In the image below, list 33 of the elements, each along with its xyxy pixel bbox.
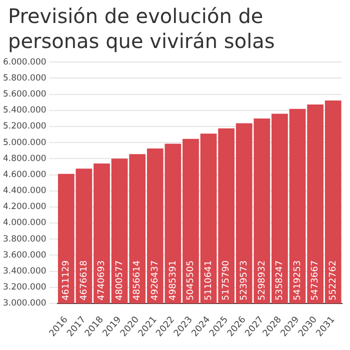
data-label: 5522762 bbox=[328, 260, 338, 301]
y-tick-label: 4.200.000 bbox=[2, 202, 46, 212]
data-label: 4611129 bbox=[62, 260, 72, 301]
y-tick-label: 6.000.000 bbox=[2, 57, 46, 68]
data-label: 4856614 bbox=[132, 260, 143, 301]
data-label: 5175790 bbox=[222, 260, 232, 301]
y-tick-label: 3.600.000 bbox=[2, 250, 46, 260]
data-label: 5419253 bbox=[292, 260, 303, 301]
y-tick-label: 3.800.000 bbox=[2, 234, 46, 244]
y-tick-label: 3.400.000 bbox=[2, 266, 46, 277]
data-label: 4740693 bbox=[97, 260, 108, 301]
y-tick-label: 5.600.000 bbox=[2, 89, 46, 100]
data-label: 5298932 bbox=[257, 260, 268, 301]
chart-title: Previsión de evolución de personas que vivirán solas bbox=[7, 3, 276, 54]
y-tick-label: 5.400.000 bbox=[2, 106, 46, 116]
y-tick-label: 5.000.000 bbox=[2, 138, 46, 148]
data-label: 4676618 bbox=[79, 260, 90, 301]
data-label: 5473667 bbox=[310, 260, 321, 301]
y-tick-label: 4.000.000 bbox=[2, 218, 46, 228]
y-tick-label: 4.400.000 bbox=[2, 186, 46, 196]
data-label: 5239573 bbox=[239, 260, 250, 301]
y-tick-label: 3.000.000 bbox=[2, 298, 46, 309]
data-label: 5358247 bbox=[275, 260, 286, 301]
y-tick-label: 5.200.000 bbox=[2, 122, 46, 132]
y-tick-label: 5.800.000 bbox=[2, 73, 46, 84]
data-label: 5045505 bbox=[186, 260, 196, 301]
y-tick-label: 4.600.000 bbox=[2, 170, 46, 180]
y-tick-label: 4.800.000 bbox=[2, 154, 46, 164]
data-label: 5110641 bbox=[204, 260, 214, 301]
data-label: 4985391 bbox=[168, 260, 178, 301]
data-label: 4800577 bbox=[114, 260, 125, 301]
data-label: 4926437 bbox=[150, 260, 160, 301]
y-tick-label: 3.200.000 bbox=[2, 282, 46, 293]
